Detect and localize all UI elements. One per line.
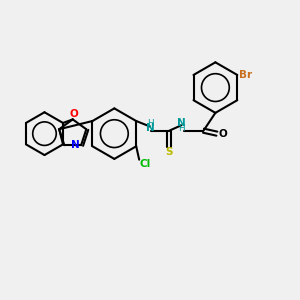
Text: H: H <box>147 119 153 128</box>
Text: N: N <box>177 118 186 128</box>
Text: H: H <box>178 124 184 133</box>
Text: N: N <box>146 123 154 133</box>
Text: N: N <box>71 140 80 150</box>
Text: O: O <box>219 129 227 139</box>
Text: S: S <box>166 147 173 158</box>
Text: Cl: Cl <box>140 158 151 169</box>
Text: Br: Br <box>239 70 252 80</box>
Text: O: O <box>69 109 78 119</box>
